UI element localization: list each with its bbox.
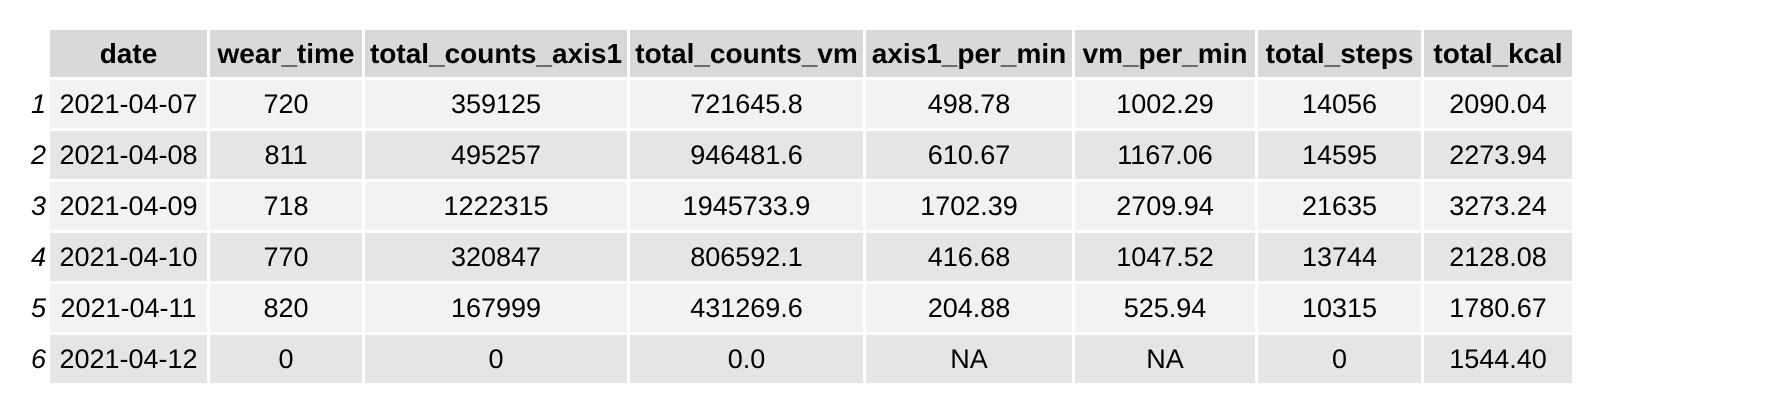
- column-header-vm-per-min: vm_per_min: [1075, 30, 1258, 80]
- table-cell: 1544.40: [1424, 335, 1572, 383]
- table-cell: 204.88: [866, 284, 1075, 335]
- table-cell: 320847: [365, 233, 630, 284]
- table-cell: 946481.6: [630, 131, 866, 182]
- table-cell: 525.94: [1075, 284, 1258, 335]
- table-cell: 498.78: [866, 80, 1075, 131]
- column-header-total-counts-axis1: total_counts_axis1: [365, 30, 630, 80]
- table-cell: 0.0: [630, 335, 866, 383]
- table-cell: 431269.6: [630, 284, 866, 335]
- column-header-total-kcal: total_kcal: [1424, 30, 1572, 80]
- table-cell-date: 6 2021-04-12: [28, 335, 210, 383]
- table-cell: 1780.67: [1424, 284, 1572, 335]
- cell-value: 2021-04-12: [59, 343, 198, 374]
- table-cell: 359125: [365, 80, 630, 131]
- row-index: 1: [28, 80, 46, 128]
- table-cell: 14056: [1258, 80, 1424, 131]
- table-cell: NA: [1075, 335, 1258, 383]
- table-row: 1 2021-04-07 720 359125 721645.8 498.78 1…: [28, 80, 1572, 131]
- table-cell: 0: [210, 335, 365, 383]
- table-row: 2 2021-04-08 811 495257 946481.6 610.67 1…: [28, 131, 1572, 182]
- table-cell: 811: [210, 131, 365, 182]
- table-cell: 13744: [1258, 233, 1424, 284]
- column-header-date: date: [50, 30, 210, 80]
- table-cell: 610.67: [866, 131, 1075, 182]
- table-row: 4 2021-04-10 770 320847 806592.1 416.68 1…: [28, 233, 1572, 284]
- data-table: date wear_time total_counts_axis1 total_…: [28, 30, 1572, 383]
- column-header-axis1-per-min: axis1_per_min: [866, 30, 1075, 80]
- table-row: 3 2021-04-09 718 1222315 1945733.9 1702.3…: [28, 182, 1572, 233]
- row-index: 3: [28, 182, 46, 230]
- row-index: 2: [28, 131, 46, 179]
- table-cell: 1702.39: [866, 182, 1075, 233]
- table-cell: 14595: [1258, 131, 1424, 182]
- cell-value: 2021-04-08: [59, 139, 198, 170]
- table-cell-date: 5 2021-04-11: [28, 284, 210, 335]
- row-index: 4: [28, 233, 46, 281]
- table-cell: 2273.94: [1424, 131, 1572, 182]
- table-cell: 1222315: [365, 182, 630, 233]
- table-cell: 0: [1258, 335, 1424, 383]
- table-row: 6 2021-04-12 0 0 0.0 NA NA 0 1544.40: [28, 335, 1572, 383]
- table-cell: 2709.94: [1075, 182, 1258, 233]
- table-cell-date: 3 2021-04-09: [28, 182, 210, 233]
- table-row: 5 2021-04-11 820 167999 431269.6 204.88 5…: [28, 284, 1572, 335]
- table-cell: 167999: [365, 284, 630, 335]
- table-cell: 721645.8: [630, 80, 866, 131]
- table-cell: 720: [210, 80, 365, 131]
- header-row: date wear_time total_counts_axis1 total_…: [50, 30, 1572, 80]
- column-header-total-steps: total_steps: [1258, 30, 1424, 80]
- table-cell: 0: [365, 335, 630, 383]
- cell-value: 2021-04-10: [59, 241, 198, 272]
- table-cell: 806592.1: [630, 233, 866, 284]
- cell-value: 2021-04-07: [59, 88, 198, 119]
- table-cell: 10315: [1258, 284, 1424, 335]
- table-cell: 416.68: [866, 233, 1075, 284]
- table-cell: 495257: [365, 131, 630, 182]
- table-cell: 820: [210, 284, 365, 335]
- table-cell: 1167.06: [1075, 131, 1258, 182]
- table-cell: 770: [210, 233, 365, 284]
- column-header-wear-time: wear_time: [210, 30, 365, 80]
- table-cell-date: 2 2021-04-08: [28, 131, 210, 182]
- row-index: 5: [28, 284, 46, 332]
- cell-value: 2021-04-09: [59, 190, 198, 221]
- table-cell: 2128.08: [1424, 233, 1572, 284]
- table-cell: 1002.29: [1075, 80, 1258, 131]
- column-header-total-counts-vm: total_counts_vm: [630, 30, 866, 80]
- row-index: 6: [28, 335, 46, 383]
- table-cell: 3273.24: [1424, 182, 1572, 233]
- table-cell: 1945733.9: [630, 182, 866, 233]
- table-cell: 1047.52: [1075, 233, 1258, 284]
- table-cell: 2090.04: [1424, 80, 1572, 131]
- table-cell-date: 1 2021-04-07: [28, 80, 210, 131]
- table-cell: 21635: [1258, 182, 1424, 233]
- cell-value: 2021-04-11: [60, 292, 197, 323]
- table-cell: 718: [210, 182, 365, 233]
- table-cell-date: 4 2021-04-10: [28, 233, 210, 284]
- table-cell: NA: [866, 335, 1075, 383]
